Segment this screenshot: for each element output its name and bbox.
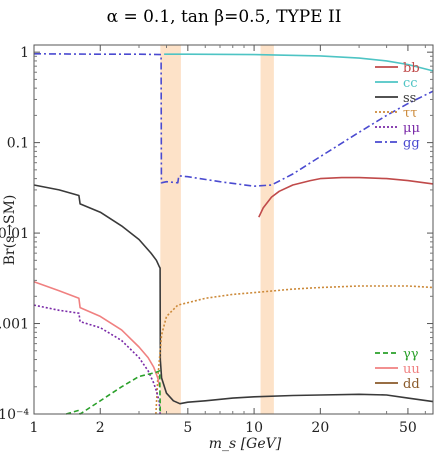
series-line-uu — [33, 280, 161, 387]
legend-label-bb: bb — [403, 61, 420, 76]
legend-label-uu: uu — [403, 362, 420, 377]
series-line-ss — [33, 184, 434, 405]
legend-label-ss: ss — [403, 91, 416, 106]
legend-label-γγ: γγ — [403, 347, 419, 362]
x-tick-label: 20 — [311, 420, 329, 436]
x-tick-label: 50 — [399, 420, 417, 436]
shaded-band-1 — [160, 45, 181, 414]
y-tick-label: 1 — [20, 45, 29, 61]
plot-frame — [33, 44, 434, 415]
legend-label-cc: cc — [403, 76, 418, 91]
series-line-cc — [164, 53, 434, 72]
series-lines — [33, 53, 434, 415]
legend-label-ττ: ττ — [403, 106, 417, 121]
shaded-band-2 — [260, 45, 274, 414]
y-tick-label: 10⁻⁴ — [0, 407, 29, 423]
series-line-μμ — [33, 304, 161, 415]
legend-label-gg: gg — [403, 136, 420, 151]
series-line-γγ — [65, 369, 162, 415]
series-line-ττ — [155, 285, 434, 415]
y-tick-label: 0.1 — [7, 136, 29, 152]
y-tick-label: 0.01 — [0, 226, 29, 242]
legend-label-dd: dd — [403, 377, 420, 392]
y-axis-label: Br(s→SM) — [2, 195, 18, 266]
y-tick-label: 0.001 — [0, 317, 29, 333]
legend-label-μμ: μμ — [403, 121, 420, 136]
shaded-bands — [160, 45, 274, 414]
axis-ticks: 1 2 5 10 20 50 1 0.1 0.01 0.001 10⁻⁴ — [0, 45, 433, 436]
x-tick-label: 10 — [245, 420, 263, 436]
chart-title: α = 0.1, tan β=0.5, TYPE II — [107, 7, 342, 27]
x-axis-label: m_s [GeV] — [209, 436, 282, 452]
series-line-bb — [258, 176, 434, 218]
series-line-gg — [33, 53, 434, 187]
x-tick-label: 1 — [30, 420, 39, 436]
x-tick-label: 2 — [96, 420, 105, 436]
x-tick-label: 5 — [183, 420, 192, 436]
